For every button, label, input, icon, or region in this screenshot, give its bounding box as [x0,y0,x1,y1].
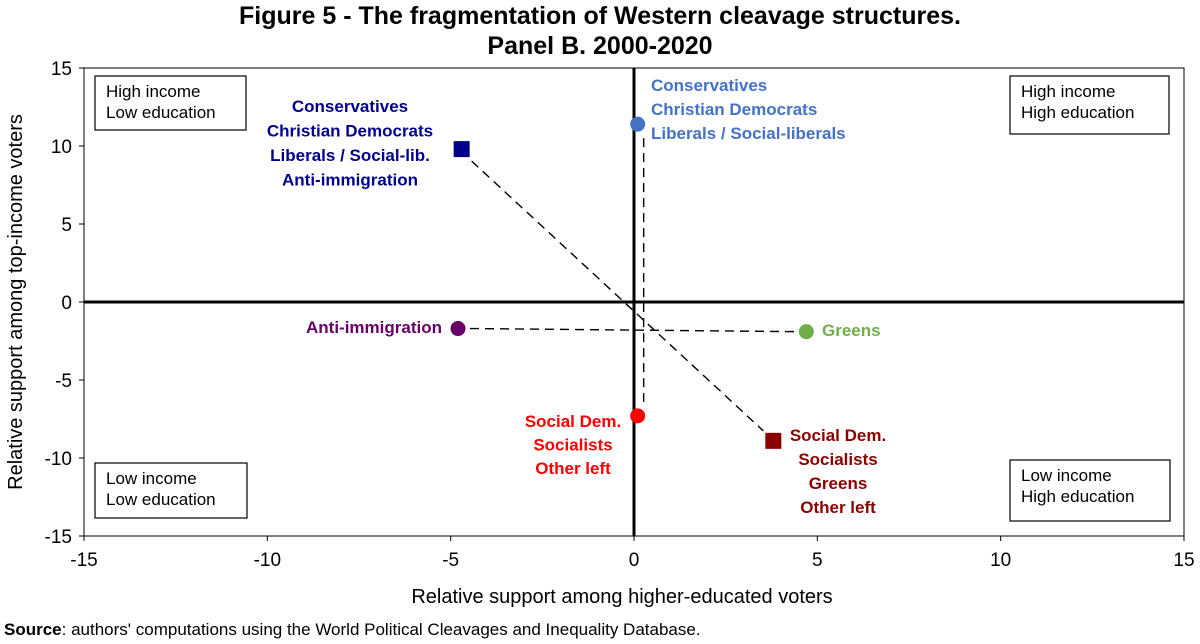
y-tick-label: 0 [61,293,72,314]
point-label-left-bloc: Greens [809,474,868,493]
point-label-left-bloc: Social Dem. [790,426,886,445]
quadrant-label-bottom-right: Low income [1021,466,1112,485]
point-label-conservatives-liberals: Conservatives [651,76,767,95]
source-text: : authors' computations using the World … [61,620,701,639]
dashed-link-right-bloc-left-bloc [471,160,764,432]
source-label: Source [4,620,62,639]
point-marker-social-dem-other-left [630,408,646,424]
point-label-social-dem-other-left: Social Dem. [525,412,621,431]
quadrant-box-top-left [94,75,247,131]
quadrant-label-top-right: High education [1021,103,1134,122]
dashed-link-anti-immigration-greens [469,327,795,333]
point-label-social-dem-other-left: Socialists [533,436,612,455]
x-tick-label: 0 [629,550,640,571]
quadrant-box-bottom-right [1009,459,1171,522]
point-marker-anti-immigration [450,321,466,337]
point-label-right-bloc: Anti-immigration [282,171,418,190]
quadrant-label-top-left: High income [106,82,201,101]
quadrant-label-top-right: High income [1021,82,1116,101]
x-tick-label: -10 [254,550,281,571]
x-tick-label: 10 [990,550,1011,571]
quadrant-label-top-left: Low education [106,103,216,122]
quadrant-label-bottom-left: Low income [106,469,197,488]
quadrant-box-bottom-left [94,462,248,519]
point-marker-right-bloc [453,141,470,158]
chart-title: Figure 5 - The fragmentation of Western … [239,2,961,30]
point-label-conservatives-liberals: Liberals / Social-liberals [651,124,846,143]
point-label-left-bloc: Other left [800,498,876,517]
point-marker-conservatives-liberals [630,116,646,132]
x-tick-label: -15 [70,550,97,571]
chart-subtitle: Panel B. 2000-2020 [487,32,713,60]
y-tick-label: -10 [45,449,72,470]
point-label-right-bloc: Conservatives [292,97,408,116]
x-tick-label: -5 [442,550,459,571]
point-label-right-bloc: Liberals / Social-lib. [270,146,430,165]
point-label-anti-immigration: Anti-immigration [306,318,442,337]
y-tick-label: 15 [51,59,72,80]
point-label-greens: Greens [822,321,881,340]
y-tick-label: 10 [51,137,72,158]
x-tick-label: 5 [812,550,823,571]
y-tick-label: -15 [45,527,72,548]
y-tick-label: 5 [61,215,72,236]
point-label-left-bloc: Socialists [798,450,877,469]
point-marker-left-bloc [765,432,782,449]
quadrant-label-bottom-left: Low education [106,490,216,509]
point-label-social-dem-other-left: Other left [535,459,611,478]
scatter-chart: -15 -10 -5 0 5 10 15 -15 -10 -5 0 5 10 15 Conservativ… [5,59,1195,608]
x-axis-title: Relative support among higher-educated v… [411,586,832,608]
quadrant-label-bottom-right: High education [1021,487,1134,506]
quadrant-box-top-right [1009,75,1170,135]
point-label-conservatives-liberals: Christian Democrats [651,100,817,119]
point-marker-greens [798,324,814,340]
y-axis-title: Relative support among top-income voters [5,114,27,490]
point-label-right-bloc: Christian Democrats [267,122,433,141]
source-note: Source: authors' computations using the … [4,620,701,640]
x-tick-label: 15 [1173,550,1194,571]
y-tick-label: -5 [55,371,72,392]
